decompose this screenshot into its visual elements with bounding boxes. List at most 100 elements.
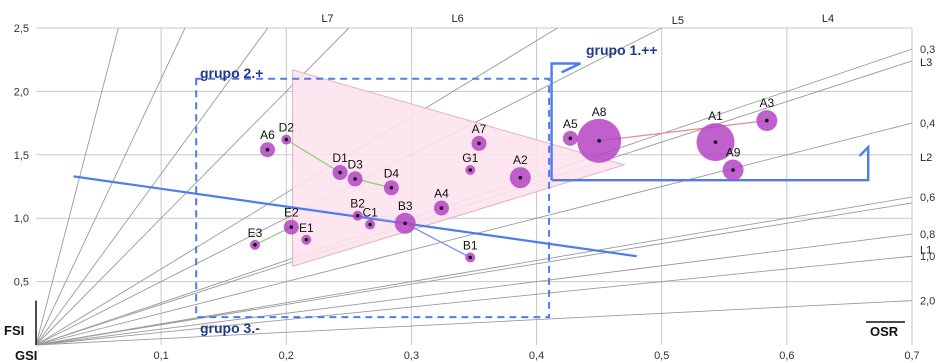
point-center [477,141,481,146]
point-center [597,139,601,143]
point-label: C1 [362,206,378,220]
data-point: A9 [722,146,744,181]
point-label: A8 [592,105,607,119]
point-center [403,221,407,226]
point-center [713,140,718,144]
point-center [765,118,769,123]
point-center [368,222,372,227]
layer-label-l5: L5 [672,15,684,27]
layer-label-l4: L4 [822,13,834,25]
point-label: D2 [279,121,295,135]
point-label: A6 [260,128,275,142]
data-point: B2 [350,197,365,221]
osr-line [35,255,913,346]
point-center [518,175,523,180]
point-label: A3 [759,96,774,110]
point-center [439,206,444,210]
data-point: B1 [463,239,478,263]
connection-line [404,222,471,259]
data-point: D1 [332,151,348,181]
y-tick-label: 2,5 [14,23,29,35]
x-tick-label: 0,7 [904,350,919,362]
point-label: A9 [726,146,741,160]
y-tick-label: 1,0 [14,213,29,225]
connection-line [285,139,341,174]
point-label: D3 [347,157,363,171]
point-label: B2 [350,197,365,211]
point-label: D1 [332,151,348,165]
osr-axis-label: OSR [870,324,899,339]
group-box-2-3 [195,77,551,319]
x-tick-label: 0,6 [779,350,794,362]
layer-label-l6: L6 [451,13,463,25]
point-center [338,170,342,175]
point-center [731,168,735,172]
osr-line [35,196,913,346]
data-point: A5 [562,117,578,146]
y-tick-label: 0,5 [14,277,29,289]
point-center [265,147,270,152]
group-bracket-1-bottom [551,144,870,182]
osr-tick-label: 1,0 [920,251,935,263]
data-point: A6 [260,128,275,158]
data-point: A2 [509,153,531,189]
osr-line [35,300,913,346]
point-label: D4 [384,166,400,180]
data-point: A3 [756,96,778,132]
point-label: B3 [398,199,413,213]
group-label: grupo 2.+ [200,65,263,81]
group-label: grupo 1.++ [586,42,658,58]
point-label: A5 [563,117,578,131]
osr-tick-label: 0,6 [920,192,935,204]
data-point: E1 [299,221,314,245]
x-tick-label: 0,5 [654,350,669,362]
data-point: G1 [462,151,479,176]
y-axis-label: FSI [4,323,24,338]
point-label: A1 [708,109,723,123]
data-point: E2 [283,206,299,235]
x-tick-label: 0,3 [404,350,419,362]
point-label: A2 [513,153,528,167]
layer-line-l1 [35,202,913,346]
layer-label-l1: L1 [920,245,932,257]
point-label: E1 [299,221,314,235]
point-center [353,177,357,181]
data-point: D2 [279,121,295,145]
data-point: E3 [248,226,263,250]
point-center [289,225,294,229]
layer-label-l3: L3 [920,57,932,69]
data-point: C1 [362,206,378,230]
point-center [355,213,360,218]
x-tick-label: 0,4 [529,350,544,362]
osr-tick-label: 0,4 [920,118,935,130]
point-label: A7 [472,122,487,136]
layer-line-l6 [35,27,186,346]
data-point: A8 [577,105,622,163]
point-center [389,185,394,190]
triangle-region [292,69,626,268]
data-point: A4 [433,187,449,216]
connection-line [599,119,767,142]
data-point: B3 [394,199,416,234]
point-center [568,136,573,141]
group-bracket-1-top [550,62,581,181]
point-label: E2 [284,206,299,220]
point-label: A4 [434,187,449,201]
point-center [284,137,289,142]
point-center [304,237,309,242]
point-label: E3 [248,226,263,240]
osr-tick-label: 2,0 [920,296,935,308]
x-tick-label: 0,2 [279,350,294,362]
data-point: D3 [347,157,363,187]
x-axis-label: GSI [15,348,37,363]
data-point: A7 [471,122,487,151]
layer-label-l2: L2 [920,152,932,164]
y-tick-label: 2,0 [14,86,29,98]
osr-tick-label: 0,8 [920,229,935,241]
point-center [468,255,473,260]
layer-line-l7 [35,27,119,346]
point-label: B1 [463,239,478,253]
point-center [253,243,257,247]
layer-label-l7: L7 [321,13,333,25]
